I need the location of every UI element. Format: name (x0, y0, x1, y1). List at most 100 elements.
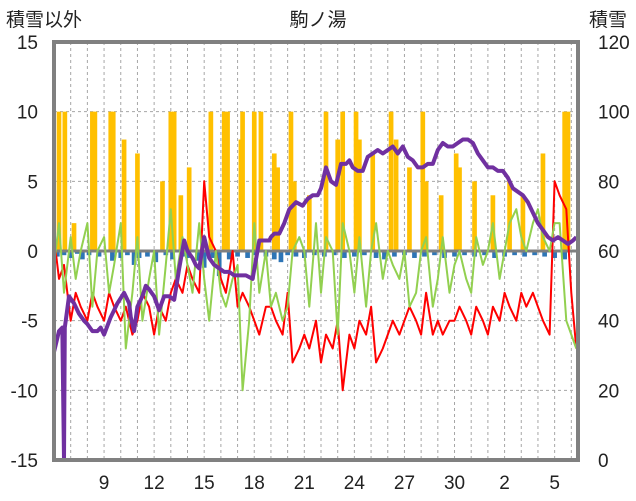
bar-sunshine (271, 153, 277, 251)
bar-sunshine (240, 111, 245, 252)
bar-sunshine (323, 111, 329, 252)
bar-precip (170, 251, 175, 260)
x-tick: 15 (194, 473, 215, 494)
bar-sunshine (335, 139, 341, 251)
bar-sunshine (407, 167, 412, 251)
bar-precip (245, 251, 250, 258)
bar-sunshine (71, 223, 77, 251)
bar-sunshine (56, 111, 62, 252)
bar-precip (110, 251, 115, 261)
bar-precip (278, 251, 284, 263)
bar-sunshine (306, 195, 312, 251)
y-axis-left-label: 積雪以外 (6, 9, 82, 31)
x-tick: 18 (244, 473, 265, 494)
y-axis-left-ticks: 15 10 5 0 -5 -10 -15 (11, 33, 38, 472)
y-tick-left: -5 (21, 312, 38, 333)
bar-sunshine (288, 111, 294, 252)
bar-sunshine (171, 111, 177, 252)
bar-sunshine (90, 111, 95, 252)
bar-precip (68, 251, 74, 258)
bar-precip (226, 251, 232, 260)
x-tick: 21 (294, 473, 315, 494)
bar-precip (352, 251, 357, 257)
bar-sunshine (251, 111, 257, 252)
bar-sunshine (393, 139, 399, 251)
bar-precip (293, 251, 299, 257)
bar-precip (362, 251, 367, 256)
y-tick-left: 0 (27, 242, 38, 263)
bar-sunshine (168, 111, 174, 252)
bar-precip (285, 251, 290, 256)
bar-precip (96, 251, 102, 257)
gridlines (53, 42, 578, 460)
bar-precip (542, 251, 547, 257)
bar-sunshine (457, 167, 462, 251)
bar-precip (118, 251, 124, 258)
bar-precip (61, 251, 67, 256)
bar-sunshine (340, 111, 346, 252)
bar-precip (482, 251, 487, 256)
bar-sunshine (291, 181, 297, 251)
bar-precip (373, 251, 379, 258)
y-tick-right: 60 (598, 242, 619, 263)
y-tick-left: -15 (11, 451, 38, 472)
x-tick: 5 (549, 473, 560, 494)
bar-precip (163, 251, 169, 256)
bar-precip (382, 251, 387, 260)
bar-sunshine (540, 153, 546, 251)
bar-sunshine (472, 181, 477, 251)
bar-precip (210, 251, 215, 258)
bar-precip (201, 251, 207, 268)
y-tick-right: 0 (598, 451, 609, 472)
bar-precip (552, 251, 557, 258)
bar-precip (452, 251, 457, 257)
bar-sunshine (420, 111, 426, 252)
bar-sunshine (275, 167, 280, 251)
y-tick-left: 10 (17, 103, 38, 124)
line-series (52, 137, 578, 462)
bar-sunshine (225, 111, 230, 252)
bar-precip (125, 251, 130, 256)
bar-precip (332, 251, 337, 256)
snow-depth-line (52, 137, 578, 462)
y-axis-right-label: 積雪 (589, 9, 627, 31)
y-tick-right: 80 (598, 172, 619, 193)
y-tick-left: 5 (27, 172, 38, 193)
y-tick-right: 120 (598, 33, 630, 54)
bar-sunshine (562, 111, 567, 252)
x-tick: 27 (394, 473, 415, 494)
bar-sunshine (208, 111, 214, 252)
bar-sunshine (438, 195, 444, 251)
x-tick: 9 (99, 473, 110, 494)
bar-precip (492, 251, 497, 258)
x-axis-ticks: 9 12 15 18 21 24 27 30 2 5 (99, 473, 560, 494)
bar-sunshine (186, 167, 192, 251)
bar-precip (342, 251, 347, 258)
min-temp-line (53, 208, 578, 392)
bar-precip (412, 251, 417, 258)
bar-precip (462, 251, 467, 256)
bar-sunshine (110, 111, 116, 252)
bar-precip (235, 251, 240, 257)
bar-sunshine (221, 111, 227, 252)
bar-sunshine (258, 111, 264, 252)
chart-title: 駒ノ湯 (289, 9, 346, 31)
x-tick: 2 (499, 473, 510, 494)
bar-precip (185, 251, 190, 258)
bar-precip (271, 251, 277, 260)
bar-precip (55, 251, 60, 257)
bar-sunshine (370, 153, 376, 251)
bar-precip (522, 251, 527, 257)
x-tick: 12 (144, 473, 165, 494)
bar-sunshine (135, 153, 140, 251)
bar-sunshine (388, 111, 394, 252)
bar-sunshine (453, 153, 459, 251)
bar-series (55, 111, 571, 277)
y-tick-right: 100 (598, 103, 630, 124)
y-tick-left: 15 (17, 33, 38, 54)
x-tick: 24 (344, 473, 366, 494)
bar-precip (80, 251, 85, 260)
bar-sunshine (507, 181, 512, 251)
bar-precip (512, 251, 517, 256)
